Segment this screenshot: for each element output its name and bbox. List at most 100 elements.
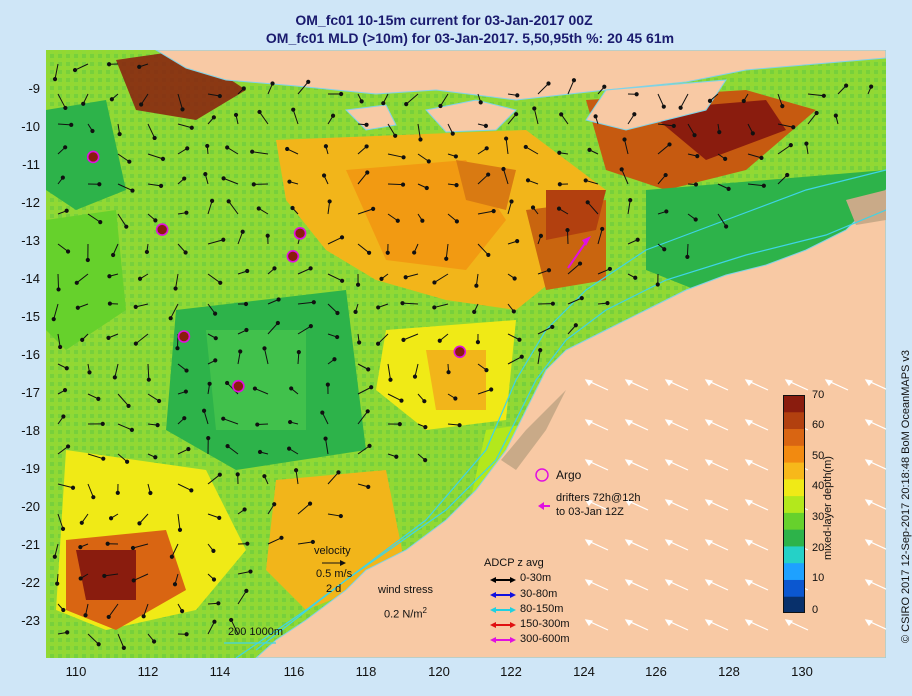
current-vector — [57, 513, 66, 531]
current-vector — [297, 501, 313, 515]
current-vector — [87, 363, 92, 375]
current-vector — [130, 543, 149, 551]
current-vector — [147, 183, 164, 189]
current-vector — [133, 333, 149, 346]
current-vector — [357, 206, 376, 215]
current-vector — [55, 573, 60, 586]
current-vector — [357, 170, 370, 185]
current-vector — [225, 145, 239, 155]
current-vector — [108, 513, 119, 521]
current-vector — [87, 123, 95, 134]
current-vector — [177, 176, 187, 185]
current-vector — [477, 123, 489, 129]
current-vector — [357, 122, 369, 127]
current-vector — [83, 603, 89, 618]
current-vector — [357, 385, 374, 395]
current-vector — [52, 543, 59, 559]
current-vector — [297, 324, 313, 335]
current-vector — [296, 350, 301, 365]
wind-stress-vector — [704, 459, 729, 471]
current-vector — [267, 535, 284, 545]
current-vector — [777, 123, 796, 130]
current-vector — [267, 266, 277, 275]
current-vector — [327, 303, 340, 316]
current-vector — [747, 183, 766, 188]
current-vector — [565, 227, 570, 245]
current-vector — [80, 333, 89, 343]
current-vector — [237, 569, 253, 575]
current-vector — [593, 114, 599, 125]
wind-stress-vector — [624, 379, 649, 391]
current-vector — [501, 166, 509, 185]
y-tick-label: -22 — [21, 575, 40, 590]
current-vector — [327, 91, 344, 97]
current-vector — [627, 198, 633, 215]
current-vector — [777, 93, 785, 109]
current-vector — [177, 416, 187, 425]
current-vector — [597, 266, 613, 275]
colorbar-tick: 0 — [812, 604, 819, 616]
current-vector — [627, 92, 639, 97]
current-vector — [291, 107, 299, 125]
current-vector — [57, 243, 71, 254]
adcp-arrow — [490, 592, 516, 598]
wind-stress-vector — [784, 379, 809, 391]
current-vector — [137, 273, 149, 281]
current-vector — [412, 363, 419, 379]
wind-stress-vector — [624, 539, 649, 551]
current-vector — [72, 63, 89, 73]
current-vector — [235, 472, 240, 485]
wind-stress-vector — [584, 579, 609, 591]
adcp-row-label: 80-150m — [520, 603, 564, 615]
current-vector — [52, 63, 59, 82]
wind-stress-vector — [664, 619, 689, 631]
current-vector — [777, 172, 790, 185]
current-vector — [567, 296, 584, 305]
current-vector — [177, 632, 189, 637]
current-vector — [147, 153, 166, 161]
current-vector — [417, 213, 425, 223]
wind-stress-vector — [584, 419, 609, 431]
current-vector — [556, 206, 569, 215]
current-vector — [225, 443, 239, 455]
current-vector — [51, 303, 59, 322]
current-vector — [141, 603, 149, 619]
current-vector — [177, 483, 194, 493]
current-vector — [687, 213, 698, 222]
wind-stress-vector — [744, 539, 769, 551]
current-vector — [327, 199, 332, 215]
current-vector — [432, 303, 449, 310]
current-vector — [477, 243, 491, 258]
current-vector — [717, 153, 728, 161]
current-vector — [177, 603, 185, 614]
current-vector — [117, 423, 135, 432]
current-vector — [207, 358, 218, 365]
current-vector — [327, 470, 341, 485]
current-vector — [147, 123, 157, 141]
current-vector — [507, 273, 517, 281]
current-vector — [447, 182, 459, 188]
colorbar-tick: 10 — [812, 572, 825, 584]
current-vector — [297, 79, 311, 95]
colorbar-title: mixed-layer depth(m) — [822, 456, 834, 560]
current-vector — [387, 363, 393, 382]
legend-drifters-label: drifters 72h@12h — [556, 492, 641, 504]
argo-float-marker — [232, 379, 245, 393]
argo-float-marker — [293, 227, 307, 240]
wind-stress-vector — [784, 619, 809, 631]
current-vector — [717, 123, 722, 135]
current-vector — [401, 333, 419, 342]
wind-stress-vector — [864, 379, 886, 390]
current-vector — [147, 213, 158, 223]
current-vector — [265, 233, 270, 245]
current-vector — [447, 213, 459, 224]
current-vector — [177, 363, 189, 373]
legend-drifters-label-2: to 03-Jan 12Z — [556, 506, 624, 518]
current-vector — [867, 84, 874, 95]
wind-stress-vector — [664, 579, 689, 591]
current-vector — [237, 268, 250, 275]
current-vector — [477, 363, 489, 373]
current-vector — [207, 381, 212, 395]
current-vector — [207, 543, 216, 554]
wind-stress-vector — [584, 619, 609, 631]
